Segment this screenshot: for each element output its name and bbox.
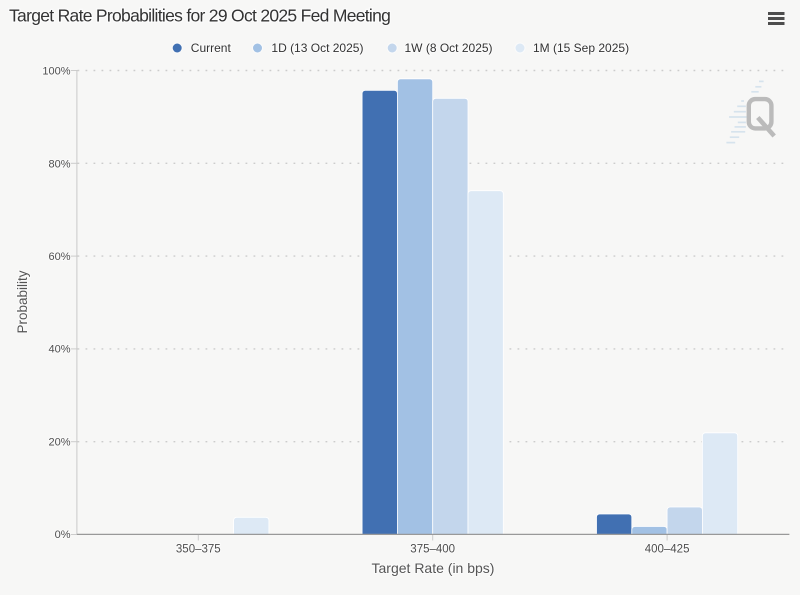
- svg-text:1M (15 Sep 2025): 1M (15 Sep 2025): [533, 41, 629, 55]
- svg-text:0%: 0%: [55, 529, 71, 541]
- svg-text:20%: 20%: [48, 436, 70, 448]
- svg-text:375–400: 375–400: [410, 544, 455, 556]
- svg-text:1D (13 Oct 2025): 1D (13 Oct 2025): [271, 41, 363, 55]
- svg-text:80%: 80%: [48, 158, 70, 170]
- svg-text:Target Rate Probabilities for: Target Rate Probabilities for 29 Oct 202…: [9, 6, 390, 26]
- svg-text:Probability: Probability: [15, 270, 30, 333]
- svg-text:350–375: 350–375: [176, 544, 221, 556]
- svg-text:400–425: 400–425: [645, 544, 690, 556]
- svg-text:100%: 100%: [42, 66, 70, 78]
- svg-text:Target Rate (in bps): Target Rate (in bps): [372, 560, 495, 576]
- svg-text:40%: 40%: [48, 344, 70, 356]
- svg-text:Current: Current: [191, 41, 232, 55]
- svg-text:1W (8 Oct 2025): 1W (8 Oct 2025): [405, 41, 493, 55]
- svg-text:60%: 60%: [48, 251, 70, 263]
